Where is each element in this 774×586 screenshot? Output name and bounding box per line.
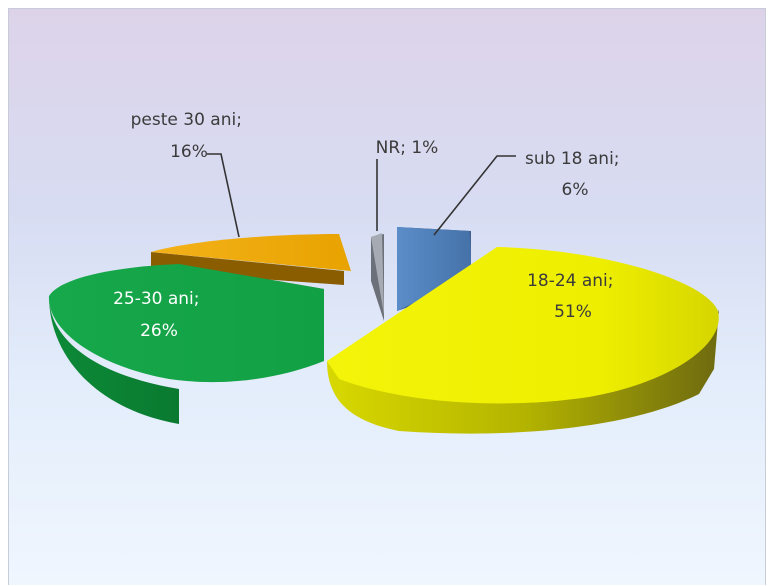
pie-chart: peste 30 ani; 16% NR; 1% sub 18 ani; 6% … xyxy=(48,110,719,434)
slice-18-24[interactable] xyxy=(327,247,719,404)
data-label-sub-18: sub 18 ani; 6% xyxy=(525,149,625,200)
data-label-nr: NR; 1% xyxy=(376,138,439,158)
slice-sub-18[interactable] xyxy=(397,227,471,311)
slice-25-30[interactable] xyxy=(48,264,324,383)
slice-side-peste-30 xyxy=(151,252,344,285)
data-label-25-30: 25-30 ani; 26% xyxy=(113,289,205,341)
slice-nr[interactable] xyxy=(371,233,384,315)
slice-side-25-30 xyxy=(49,296,179,424)
data-label-18-24: 18-24 ani; 51% xyxy=(527,271,619,322)
slice-peste-30[interactable] xyxy=(151,234,351,271)
data-label-peste-30: peste 30 ani; 16% xyxy=(131,110,248,162)
slice-side-18-24 xyxy=(327,309,719,434)
chart-area: peste 30 ani; 16% NR; 1% sub 18 ani; 6% … xyxy=(8,8,766,585)
leader-line-sub-18 xyxy=(433,155,516,236)
leader-line-peste-30 xyxy=(207,153,240,238)
